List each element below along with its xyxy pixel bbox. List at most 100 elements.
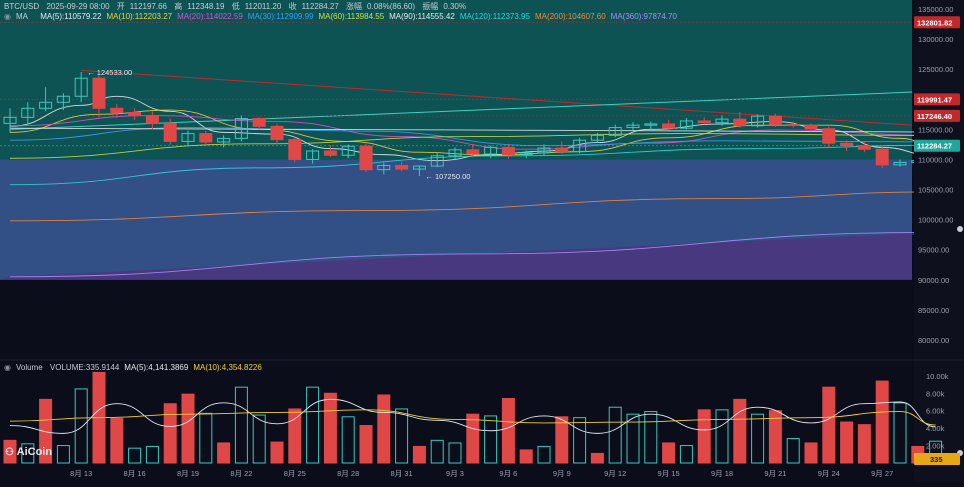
candle-body [181,133,195,142]
candle-body [626,124,640,129]
volume-bar [519,449,533,464]
candle-body [234,118,248,139]
symbol-label: BTC/USD [4,2,40,11]
price-tick-label: 85000.00 [918,306,949,315]
candle-body [840,142,854,147]
x-tick-label: 9月 12 [604,469,626,478]
ma-line [9,115,936,150]
x-tick-label: 8月 31 [391,469,413,478]
x-tick-label: 9月 24 [818,469,840,478]
ohlc-header: BTC/USD 2025-09-29 08:00 开 112197.66 高 112… [4,1,471,12]
volume-bar [341,416,355,464]
volume-bar [573,417,587,464]
open-label: 开 [116,2,125,11]
ma-legend-item: MA(30):112909.99 [247,12,314,21]
volume-bar [626,413,640,464]
candle-body [715,118,729,124]
candle-body [288,139,302,160]
candle-body [199,133,213,143]
candle-body [395,164,409,170]
volume-tick-label: 4.00k [926,424,945,433]
datetime-label: 2025-09-29 08:00 [46,2,110,11]
volume-bar [875,380,889,464]
volume-ma-line [9,398,936,434]
x-tick-label: 8月 19 [177,469,199,478]
volume-tick-label: 8.00k [926,389,945,398]
volume-tag-label: 335 [930,455,943,464]
candle-body [110,107,124,114]
candle-body [430,155,444,167]
candle-body [92,77,106,109]
volume-bar [377,394,391,464]
candle-body [857,145,871,150]
volume-bar [501,398,515,464]
price-tick-label: 80000.00 [918,336,949,345]
volume-bar [697,409,711,464]
volume-bar [234,386,248,464]
volume-legend-item: VOLUME:335.9144 [49,363,120,372]
price-tag-label: 112284.27 [917,142,952,151]
eye-icon[interactable]: ◉ [4,363,11,372]
close-value: 112284.27 [301,2,339,11]
price-tag-label: 119991.47 [917,95,952,104]
volume-tick-label: 6.00k [926,407,945,416]
x-tick-label: 8月 28 [337,469,359,478]
price-tick-label: 105000.00 [918,186,953,195]
candle-body [519,152,533,156]
candle-body [412,165,426,170]
eye-icon[interactable]: ◉ [4,12,11,21]
candle-body [501,146,515,156]
band-region [0,0,912,160]
candle-body [768,115,782,126]
price-tag-bg [914,93,960,106]
ma-line [9,191,936,222]
drag-handle-icon[interactable] [957,226,963,232]
candle-body [608,127,622,136]
price-annotation: ← 107250.00 [425,172,470,181]
volume-bar [128,447,142,464]
volume-bar [715,409,729,464]
price-tag-label: 132801.82 [917,18,952,27]
volume-bar [270,441,284,464]
volume-bar [608,406,622,464]
x-tick-label: 8月 13 [70,469,92,478]
candle-body [323,150,337,156]
volume-bar [857,424,871,464]
ma360-fill-region [0,232,936,280]
candle-body [217,137,231,143]
price-tag-label: 117246.40 [917,112,952,121]
candle-body [39,101,53,109]
volume-ma-line [9,409,936,426]
candle-body [786,124,800,127]
volume-bar [430,439,444,464]
volume-bar [217,442,231,464]
volume-bar [484,415,498,464]
volume-bar [306,386,320,464]
ma-legend-item: MA(120):112373.95 [459,12,530,21]
volume-bar [110,418,124,464]
volume-bar [822,386,836,464]
volume-bar [662,442,676,464]
volume-bar [537,445,551,464]
candle-body [163,122,177,142]
ma-legend-item: MA(200):104607.60 [534,12,606,21]
x-tick-label: 9月 6 [499,469,517,478]
candle-body [875,148,889,166]
ma-legend-item: MA(20):114022.59 [177,12,243,21]
change-value: 0.08%(86.60) [367,2,416,11]
candle-body [145,115,159,124]
candle-body [822,128,836,144]
candle-body [537,147,551,154]
volume-bar [56,445,70,464]
volume-bar [448,442,462,464]
candle-body [590,134,604,141]
low-value: 112011.20 [244,2,282,11]
price-tick-label: 135000.00 [918,5,953,14]
volume-bar [3,439,17,464]
candle-body [679,120,693,129]
high-value: 112348.19 [187,2,225,11]
candle-body [573,139,587,153]
trendline [9,91,913,130]
candle-body [74,77,88,97]
